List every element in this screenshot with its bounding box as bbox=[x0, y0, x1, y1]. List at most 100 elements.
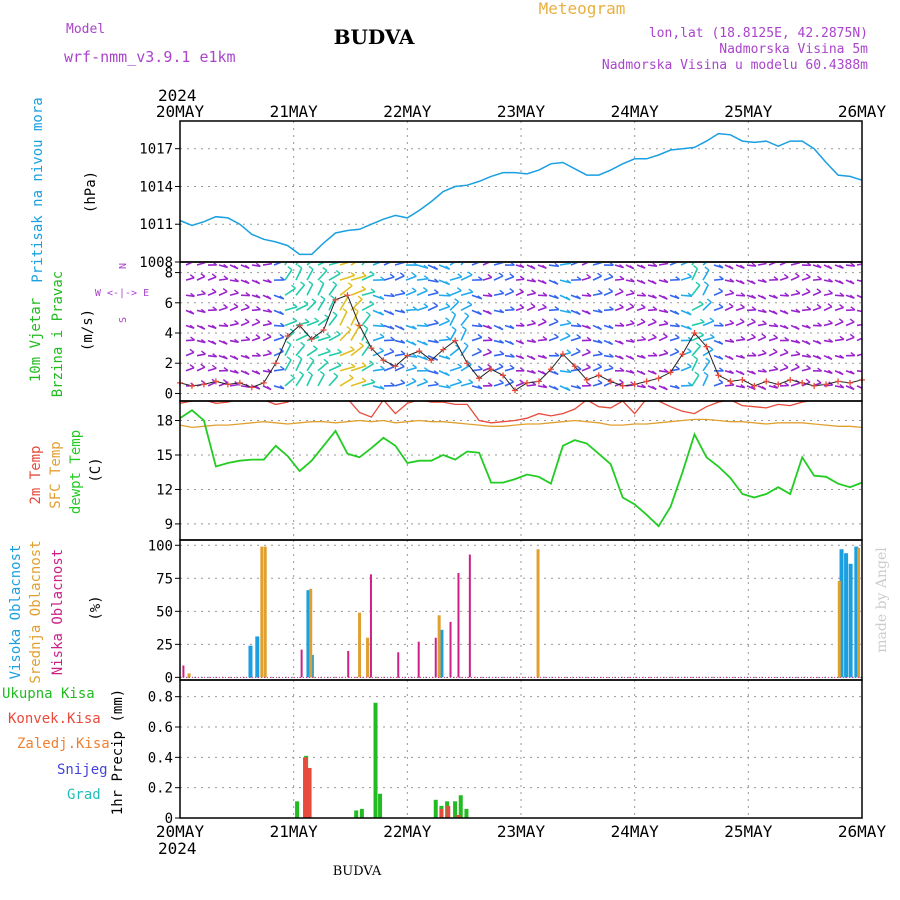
wind-arrow bbox=[251, 308, 261, 312]
y-tick-label: 25 bbox=[156, 637, 173, 653]
cloud-high-bar bbox=[306, 590, 311, 678]
x-tick-label-bottom: 26MAY bbox=[838, 822, 887, 841]
temp-unit: (C) bbox=[88, 457, 104, 482]
line-marks bbox=[177, 132, 865, 528]
wind-arrow-head bbox=[498, 272, 504, 277]
wind-arrow-head bbox=[332, 311, 338, 316]
wind-arrow bbox=[273, 350, 284, 357]
wind-arrow-head bbox=[351, 257, 355, 260]
wind-arrow bbox=[669, 350, 680, 357]
wind-arrow-head bbox=[233, 369, 239, 374]
wind-arrow-head bbox=[223, 263, 229, 268]
wind-arrow-head bbox=[839, 335, 845, 340]
wind-arrow bbox=[328, 272, 341, 281]
wind-arrow-head bbox=[200, 338, 206, 344]
wind-arrow-head bbox=[330, 294, 335, 300]
wind-arrow-head bbox=[389, 311, 395, 316]
precip-conv-bar bbox=[307, 767, 312, 818]
wind-arrow bbox=[625, 292, 635, 297]
wind-arrow-head bbox=[267, 308, 273, 313]
model-label: Model bbox=[66, 22, 105, 37]
wind-arrow-head bbox=[255, 294, 261, 299]
wind-arrow-head bbox=[608, 273, 614, 278]
wind-arrow-head bbox=[687, 325, 692, 330]
wind-arrow-head bbox=[740, 303, 745, 309]
bar-marks bbox=[180, 257, 862, 818]
y-tick-label: 50 bbox=[156, 604, 173, 620]
y-tick-label: 0.2 bbox=[148, 781, 173, 797]
y-tick-label: 0.6 bbox=[148, 720, 173, 736]
wind-arrow-head bbox=[705, 357, 711, 362]
wind-arrow-head bbox=[805, 378, 811, 383]
wind-arrow-head bbox=[255, 334, 261, 339]
wind-arrow-head bbox=[675, 365, 680, 370]
wind-arrow-head bbox=[585, 348, 591, 353]
wind-arrow-head bbox=[675, 258, 679, 261]
wind-arrow-head bbox=[566, 319, 572, 324]
wind-arrow-head bbox=[314, 317, 319, 322]
wind-arrow bbox=[284, 377, 296, 387]
wind-arrow bbox=[812, 278, 822, 281]
wind-arrow bbox=[768, 351, 778, 357]
wind-arrow bbox=[515, 306, 525, 312]
wind-speed-marker bbox=[452, 337, 459, 344]
wind-arrow-head bbox=[269, 263, 273, 265]
wind-arrow bbox=[405, 290, 417, 296]
wind-arrow-head bbox=[380, 258, 384, 261]
wind-arrow bbox=[449, 301, 460, 311]
wind-speed-marker bbox=[260, 379, 267, 386]
wind-arrow-head bbox=[487, 336, 493, 341]
wind-arrow bbox=[801, 276, 811, 281]
wind-arrow bbox=[526, 383, 536, 387]
wind-arrow-head bbox=[541, 264, 547, 269]
wind-arrow-head bbox=[222, 340, 228, 345]
wind-arrow bbox=[592, 275, 602, 281]
cloud-mid-bar bbox=[260, 546, 264, 678]
wind-arrow-head bbox=[200, 379, 206, 385]
wind-arrow-head bbox=[794, 272, 800, 277]
wind-speed-marker bbox=[188, 382, 195, 389]
wind-arrow-head bbox=[234, 338, 239, 343]
wind-arrow-head bbox=[839, 292, 845, 297]
x-tick-label-bottom: 23MAY bbox=[497, 822, 546, 841]
wind-arrow bbox=[185, 351, 195, 357]
wind-arrow-head bbox=[279, 310, 284, 315]
y-tick-label: 1014 bbox=[139, 179, 173, 195]
wind-arrow-head bbox=[267, 349, 272, 355]
wind-arrow bbox=[647, 264, 657, 267]
wind-arrow bbox=[493, 263, 504, 266]
wind-arrow-head bbox=[686, 363, 692, 368]
wind-arrow-head bbox=[499, 339, 505, 344]
wind-arrow-head bbox=[531, 278, 537, 283]
wind-arrow-head bbox=[451, 311, 456, 316]
wind-arrow-head bbox=[319, 279, 325, 285]
wind-arrow bbox=[779, 351, 789, 357]
wind-arrow bbox=[691, 263, 695, 266]
wind-arrow-head bbox=[445, 384, 451, 389]
wind-arrow bbox=[713, 278, 724, 281]
wind-arrow-head bbox=[783, 363, 789, 369]
wind-arrow-head bbox=[686, 311, 692, 316]
wind-speed-marker bbox=[356, 322, 363, 329]
wind-arrow-head bbox=[379, 347, 384, 352]
wind-arrow-head bbox=[326, 257, 330, 260]
wind-arrow bbox=[636, 338, 646, 342]
wind-arrow-head bbox=[212, 263, 218, 266]
y-tick-label: 12 bbox=[156, 482, 173, 498]
wind-arrow-head bbox=[245, 336, 251, 341]
wind-arrow-head bbox=[256, 305, 261, 311]
wind-arrow-head bbox=[838, 318, 844, 323]
wind-arrow-head bbox=[326, 333, 331, 338]
wind-arrow bbox=[339, 285, 353, 296]
wind-arrow-head bbox=[336, 361, 342, 366]
wind-arrow-head bbox=[674, 334, 680, 339]
wind-arrow bbox=[779, 294, 789, 297]
temp-axis-title: 2m Temp SFC Temp dewpt Temp (C) bbox=[28, 430, 104, 514]
wind-arrow-head bbox=[433, 289, 439, 294]
elevation-text: Nadmorska Visina 5m bbox=[719, 42, 868, 57]
wind-arrow bbox=[504, 367, 515, 372]
wind-arrow-head bbox=[255, 370, 261, 375]
wind-arrow-head bbox=[663, 308, 669, 313]
wind-arrow-head bbox=[795, 339, 801, 344]
wind-speed-marker bbox=[476, 375, 483, 382]
